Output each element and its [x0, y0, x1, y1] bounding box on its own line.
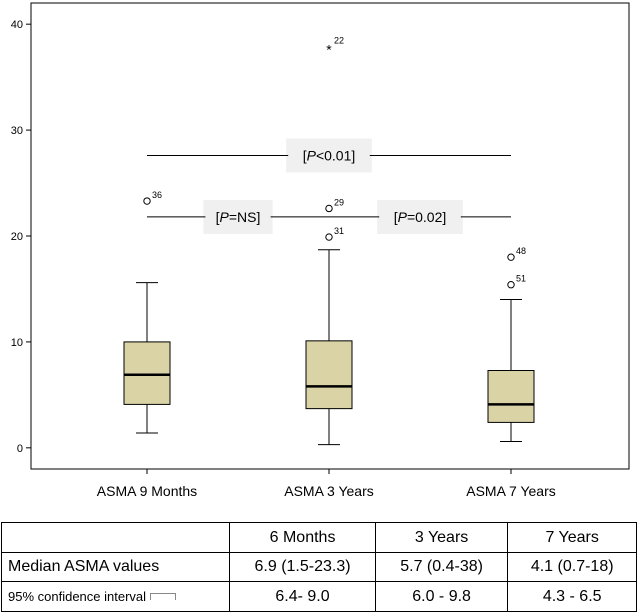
- outlier-label: 36: [152, 190, 162, 200]
- significance-annotation: [P=NS]: [147, 199, 329, 234]
- y-tick-label: 10: [11, 337, 23, 349]
- table-row-ci: 95% confidence interval 6.4- 9.0 6.0 - 9…: [0, 581, 637, 612]
- outlier-marker: [507, 281, 515, 289]
- outlier-marker: [325, 204, 333, 213]
- table-header-7-years: 7 Years: [507, 522, 637, 553]
- y-tick-label: 20: [11, 231, 23, 243]
- annotation-label: [P<0.01]: [303, 148, 356, 164]
- annotation-label: [P=0.02]: [394, 209, 447, 225]
- ci-7-years: 4.3 - 6.5: [507, 581, 637, 612]
- box-iqr: [305, 340, 353, 410]
- outlier-marker: [143, 197, 151, 205]
- annotation-label-pre: [: [303, 148, 307, 164]
- outlier-label: 22: [334, 35, 344, 45]
- annotation-background: [203, 199, 273, 234]
- annotation-label-pre: [: [216, 209, 220, 225]
- median-3-years: 5.7 (0.4-38): [374, 552, 509, 582]
- annotation-label-pre: [: [394, 209, 398, 225]
- y-tick-label: 40: [11, 19, 23, 31]
- annotation-label-post: <0.01]: [316, 148, 355, 164]
- ci-6-months: 6.4- 9.0: [229, 581, 376, 612]
- y-tick-label: 0: [17, 443, 23, 455]
- box-iqr: [123, 341, 171, 405]
- ci-3-years: 6.0 - 9.8: [374, 581, 509, 612]
- bracket-icon: [150, 592, 177, 600]
- table-header-row: 6 Months 3 Years 7 Years: [0, 522, 637, 553]
- outlier-label: 29: [334, 197, 344, 207]
- outlier-extreme-marker: *: [326, 41, 332, 57]
- x-tick-label: ASMA 7 Years: [466, 483, 556, 499]
- box-group: [487, 299, 535, 442]
- annotation-label: [P=NS]: [216, 209, 261, 225]
- median-6-months: 6.9 (1.5-23.3): [229, 552, 376, 582]
- table-header-empty: [0, 522, 231, 553]
- table-row-median: Median ASMA values 6.9 (1.5-23.3) 5.7 (0…: [0, 552, 637, 582]
- row-label-ci: 95% confidence interval: [8, 588, 147, 604]
- row-label-ci-cell: 95% confidence interval: [0, 581, 231, 612]
- x-tick-label: ASMA 9 Months: [97, 483, 197, 499]
- box-group: [305, 249, 353, 446]
- outlier-marker: [507, 253, 515, 261]
- x-tick-label: ASMA 3 Years: [284, 483, 374, 499]
- outlier-marker: [325, 233, 333, 241]
- annotation-background: [286, 138, 372, 173]
- box-iqr: [487, 370, 535, 423]
- row-label-median: Median ASMA values: [0, 552, 231, 582]
- outlier-label: 48: [516, 246, 526, 256]
- y-tick-label: 30: [11, 125, 23, 137]
- annotation-label-post: =0.02]: [407, 209, 446, 225]
- significance-annotation: [P<0.01]: [147, 138, 511, 173]
- median-7-years: 4.1 (0.7-18): [507, 552, 637, 582]
- table-header-3-years: 3 Years: [374, 522, 509, 553]
- annotation-background: [377, 199, 463, 234]
- annotation-label-post: =NS]: [229, 209, 261, 225]
- annotation-label-p: P: [220, 209, 230, 225]
- box-group: [123, 282, 171, 434]
- annotation-label-p: P: [398, 209, 408, 225]
- outlier-label: 51: [516, 274, 526, 284]
- stats-table: 6 Months 3 Years 7 Years Median ASMA val…: [0, 522, 637, 612]
- significance-annotation: [P=0.02]: [329, 199, 511, 234]
- outlier-label: 31: [334, 226, 344, 236]
- annotation-label-p: P: [307, 148, 317, 164]
- table-header-6-months: 6 Months: [229, 522, 376, 553]
